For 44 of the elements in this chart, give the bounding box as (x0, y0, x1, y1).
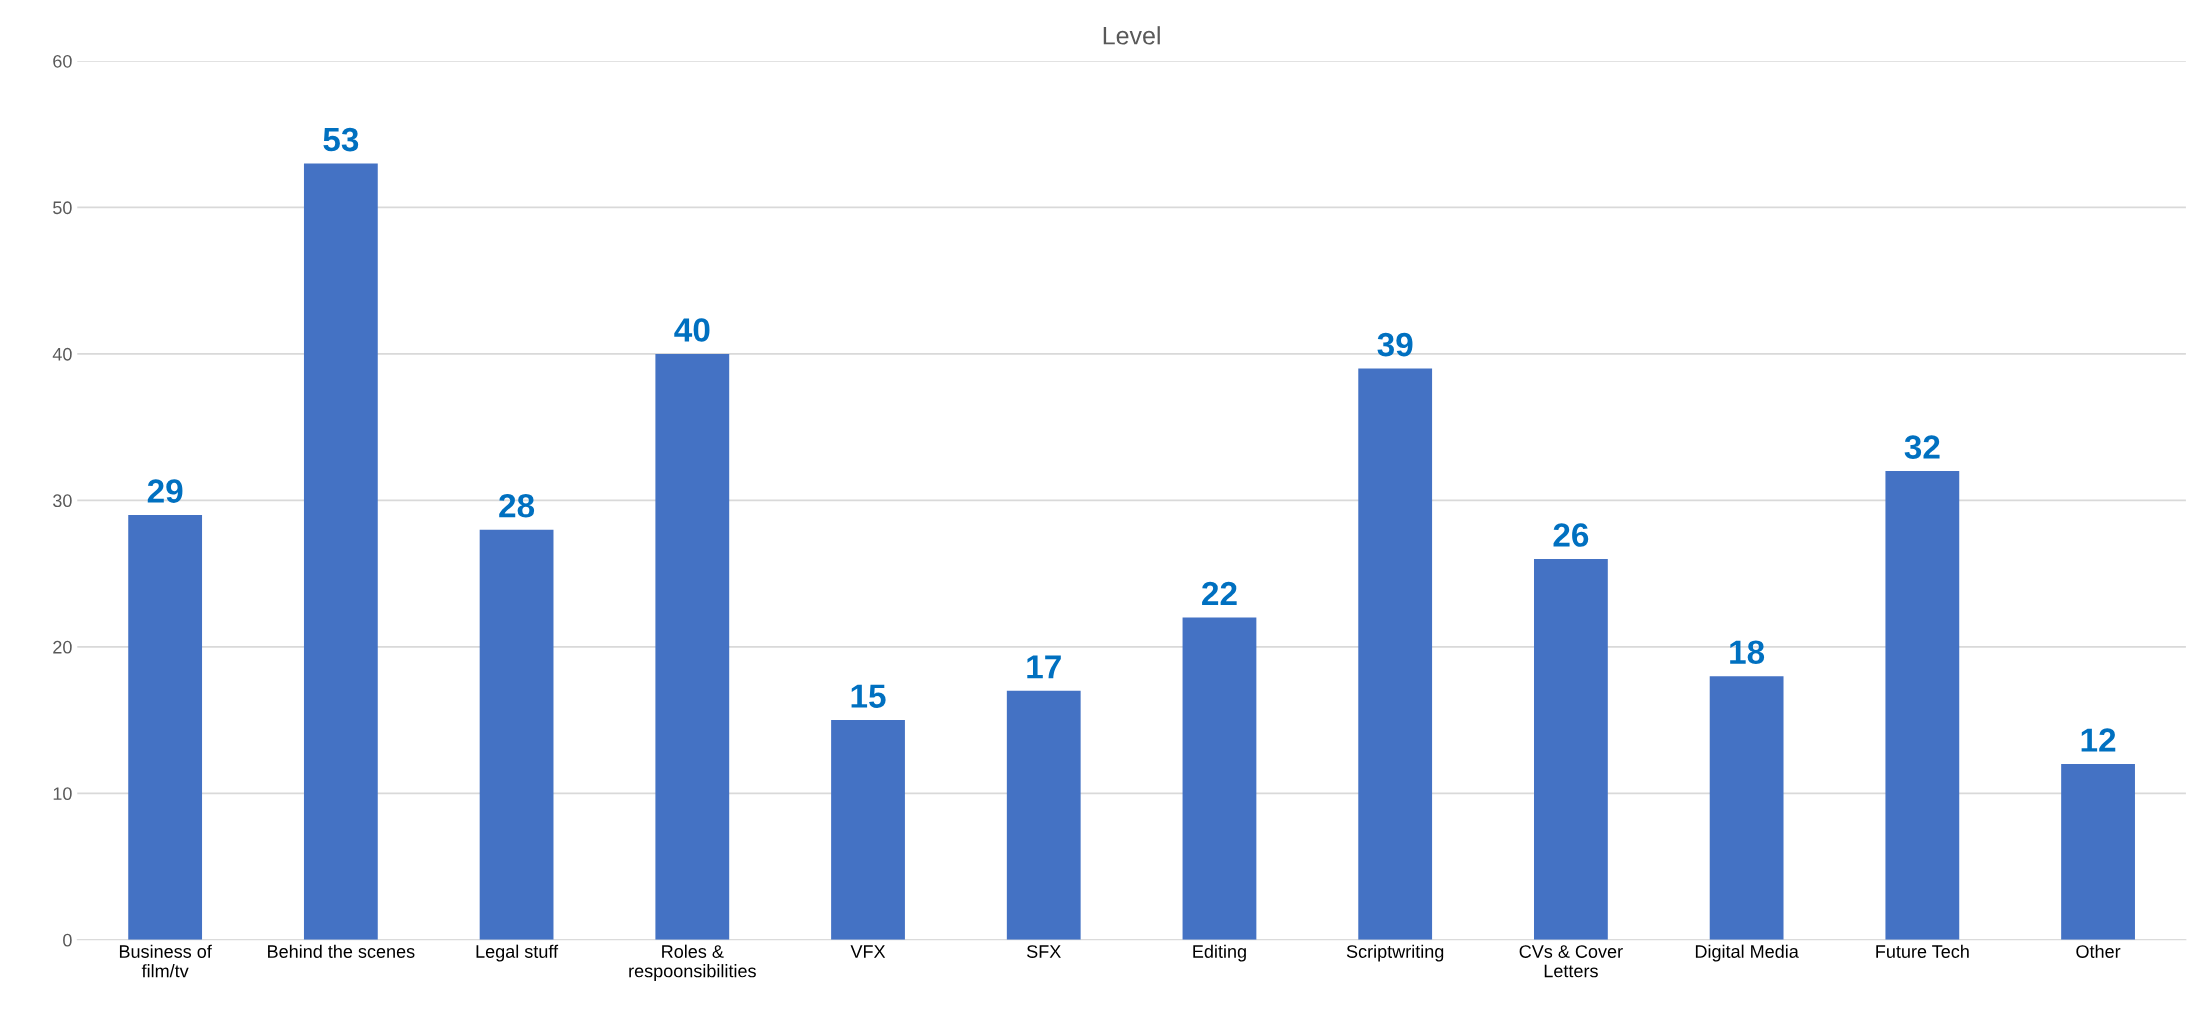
bar (1885, 471, 1960, 940)
bar (128, 515, 203, 940)
chart-title: Level (1103, 26, 1160, 45)
bar (831, 720, 905, 940)
bar (1709, 676, 1784, 940)
x-tick-label: Roles & respoonsibilities (629, 944, 756, 981)
x-tick-label: Other (2076, 944, 2121, 958)
x-tick-label: VFX (850, 945, 886, 958)
bar (1358, 368, 1433, 940)
data-label: 32 (1904, 435, 1940, 459)
y-tick-label: 0 (63, 933, 72, 947)
data-label: 28 (499, 493, 535, 518)
x-tick-label: CVs & Cover Letters (1519, 945, 1623, 978)
bar (1534, 558, 1608, 940)
x-tick-label: Behind the scenes (268, 944, 415, 958)
data-label: 26 (1553, 523, 1589, 547)
data-label: 18 (1730, 640, 1765, 664)
y-tick-label: 30 (53, 494, 72, 508)
x-tick-label: Scriptwriting (1346, 944, 1444, 962)
data-label: 29 (147, 479, 183, 503)
x-tick-label: Business of film/tv (119, 944, 212, 978)
x-tick-label: Legal stuff (476, 944, 559, 962)
data-label: 40 (674, 318, 710, 342)
data-label: 17 (1027, 655, 1061, 679)
y-tick-label: 20 (53, 640, 72, 654)
data-label: 15 (851, 684, 886, 708)
x-tick-label: SFX (1027, 945, 1061, 958)
y-tick-label: 10 (53, 787, 72, 801)
data-label: 39 (1377, 332, 1413, 357)
x-tick-label: Editing (1193, 944, 1246, 962)
bar (655, 353, 730, 940)
y-tick-label: 40 (52, 347, 72, 361)
x-tick-label: Digital Media (1695, 944, 1799, 962)
y-tick-label: 60 (53, 54, 72, 68)
data-label: 22 (1202, 581, 1237, 606)
x-tick-label: Future Tech (1876, 944, 1969, 958)
data-label: 53 (323, 127, 359, 152)
bar (1006, 690, 1081, 940)
y-tick-label: 50 (53, 201, 72, 215)
bar (1182, 617, 1257, 940)
bar (303, 163, 378, 940)
data-label: 12 (2081, 728, 2116, 752)
bar (2061, 764, 2135, 940)
bar (479, 529, 554, 940)
